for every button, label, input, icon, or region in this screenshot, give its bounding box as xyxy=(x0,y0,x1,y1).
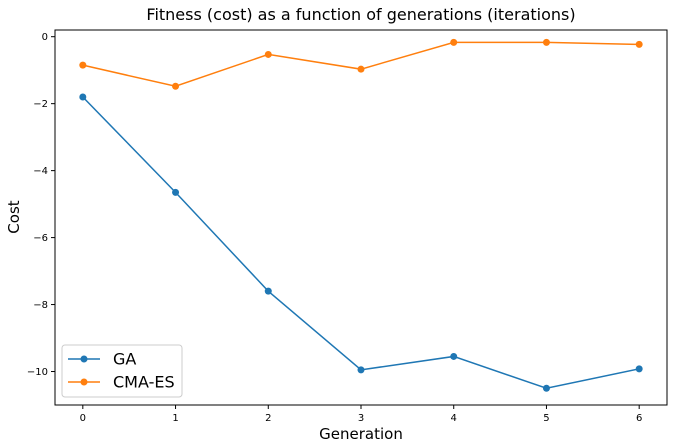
data-point-ga xyxy=(79,93,87,101)
legend-frame xyxy=(61,344,183,398)
legend-swatch-marker xyxy=(80,378,88,386)
x-tick-label: 3 xyxy=(358,413,364,424)
legend-swatch-marker xyxy=(80,355,88,363)
data-point-ga xyxy=(357,366,365,374)
data-point-cma-es xyxy=(172,82,180,90)
y-tick-label: −10 xyxy=(27,367,48,378)
x-tick-label: 0 xyxy=(80,413,86,424)
y-tick-label: −6 xyxy=(33,233,48,244)
y-tick-label: −2 xyxy=(33,99,48,110)
y-axis-label: Cost xyxy=(5,200,23,233)
x-tick-label: 1 xyxy=(172,413,178,424)
legend-label: CMA-ES xyxy=(113,373,175,392)
data-point-cma-es xyxy=(357,65,365,73)
x-tick-label: 2 xyxy=(265,413,271,424)
data-point-ga xyxy=(542,384,550,392)
x-tick-label: 4 xyxy=(451,413,457,424)
data-point-cma-es xyxy=(264,50,272,58)
plot-frame xyxy=(54,29,668,406)
data-point-cma-es xyxy=(542,38,550,46)
data-point-ga xyxy=(172,188,180,196)
legend-label: GA xyxy=(113,350,136,369)
data-point-cma-es xyxy=(635,40,643,48)
x-tick-label: 6 xyxy=(636,413,642,424)
data-point-cma-es xyxy=(79,61,87,69)
data-point-ga xyxy=(264,287,272,295)
series-line-cma-es xyxy=(82,41,640,88)
data-point-ga xyxy=(635,365,643,373)
series-group xyxy=(79,38,643,392)
legend: GA CMA-ES xyxy=(61,344,183,398)
data-point-ga xyxy=(450,352,458,360)
y-tick-label: −8 xyxy=(33,300,48,311)
x-axis-label: Generation xyxy=(319,425,403,443)
chart-title: Fitness (cost) as a function of generati… xyxy=(146,5,575,24)
data-point-cma-es xyxy=(450,38,458,46)
tick-group: 0 1 2 3 4 5 6 0 −2 −4 −6 −8 −10 xyxy=(27,32,642,424)
y-tick-label: −4 xyxy=(33,166,48,177)
x-tick-label: 5 xyxy=(543,413,549,424)
y-tick-label: 0 xyxy=(42,32,48,43)
